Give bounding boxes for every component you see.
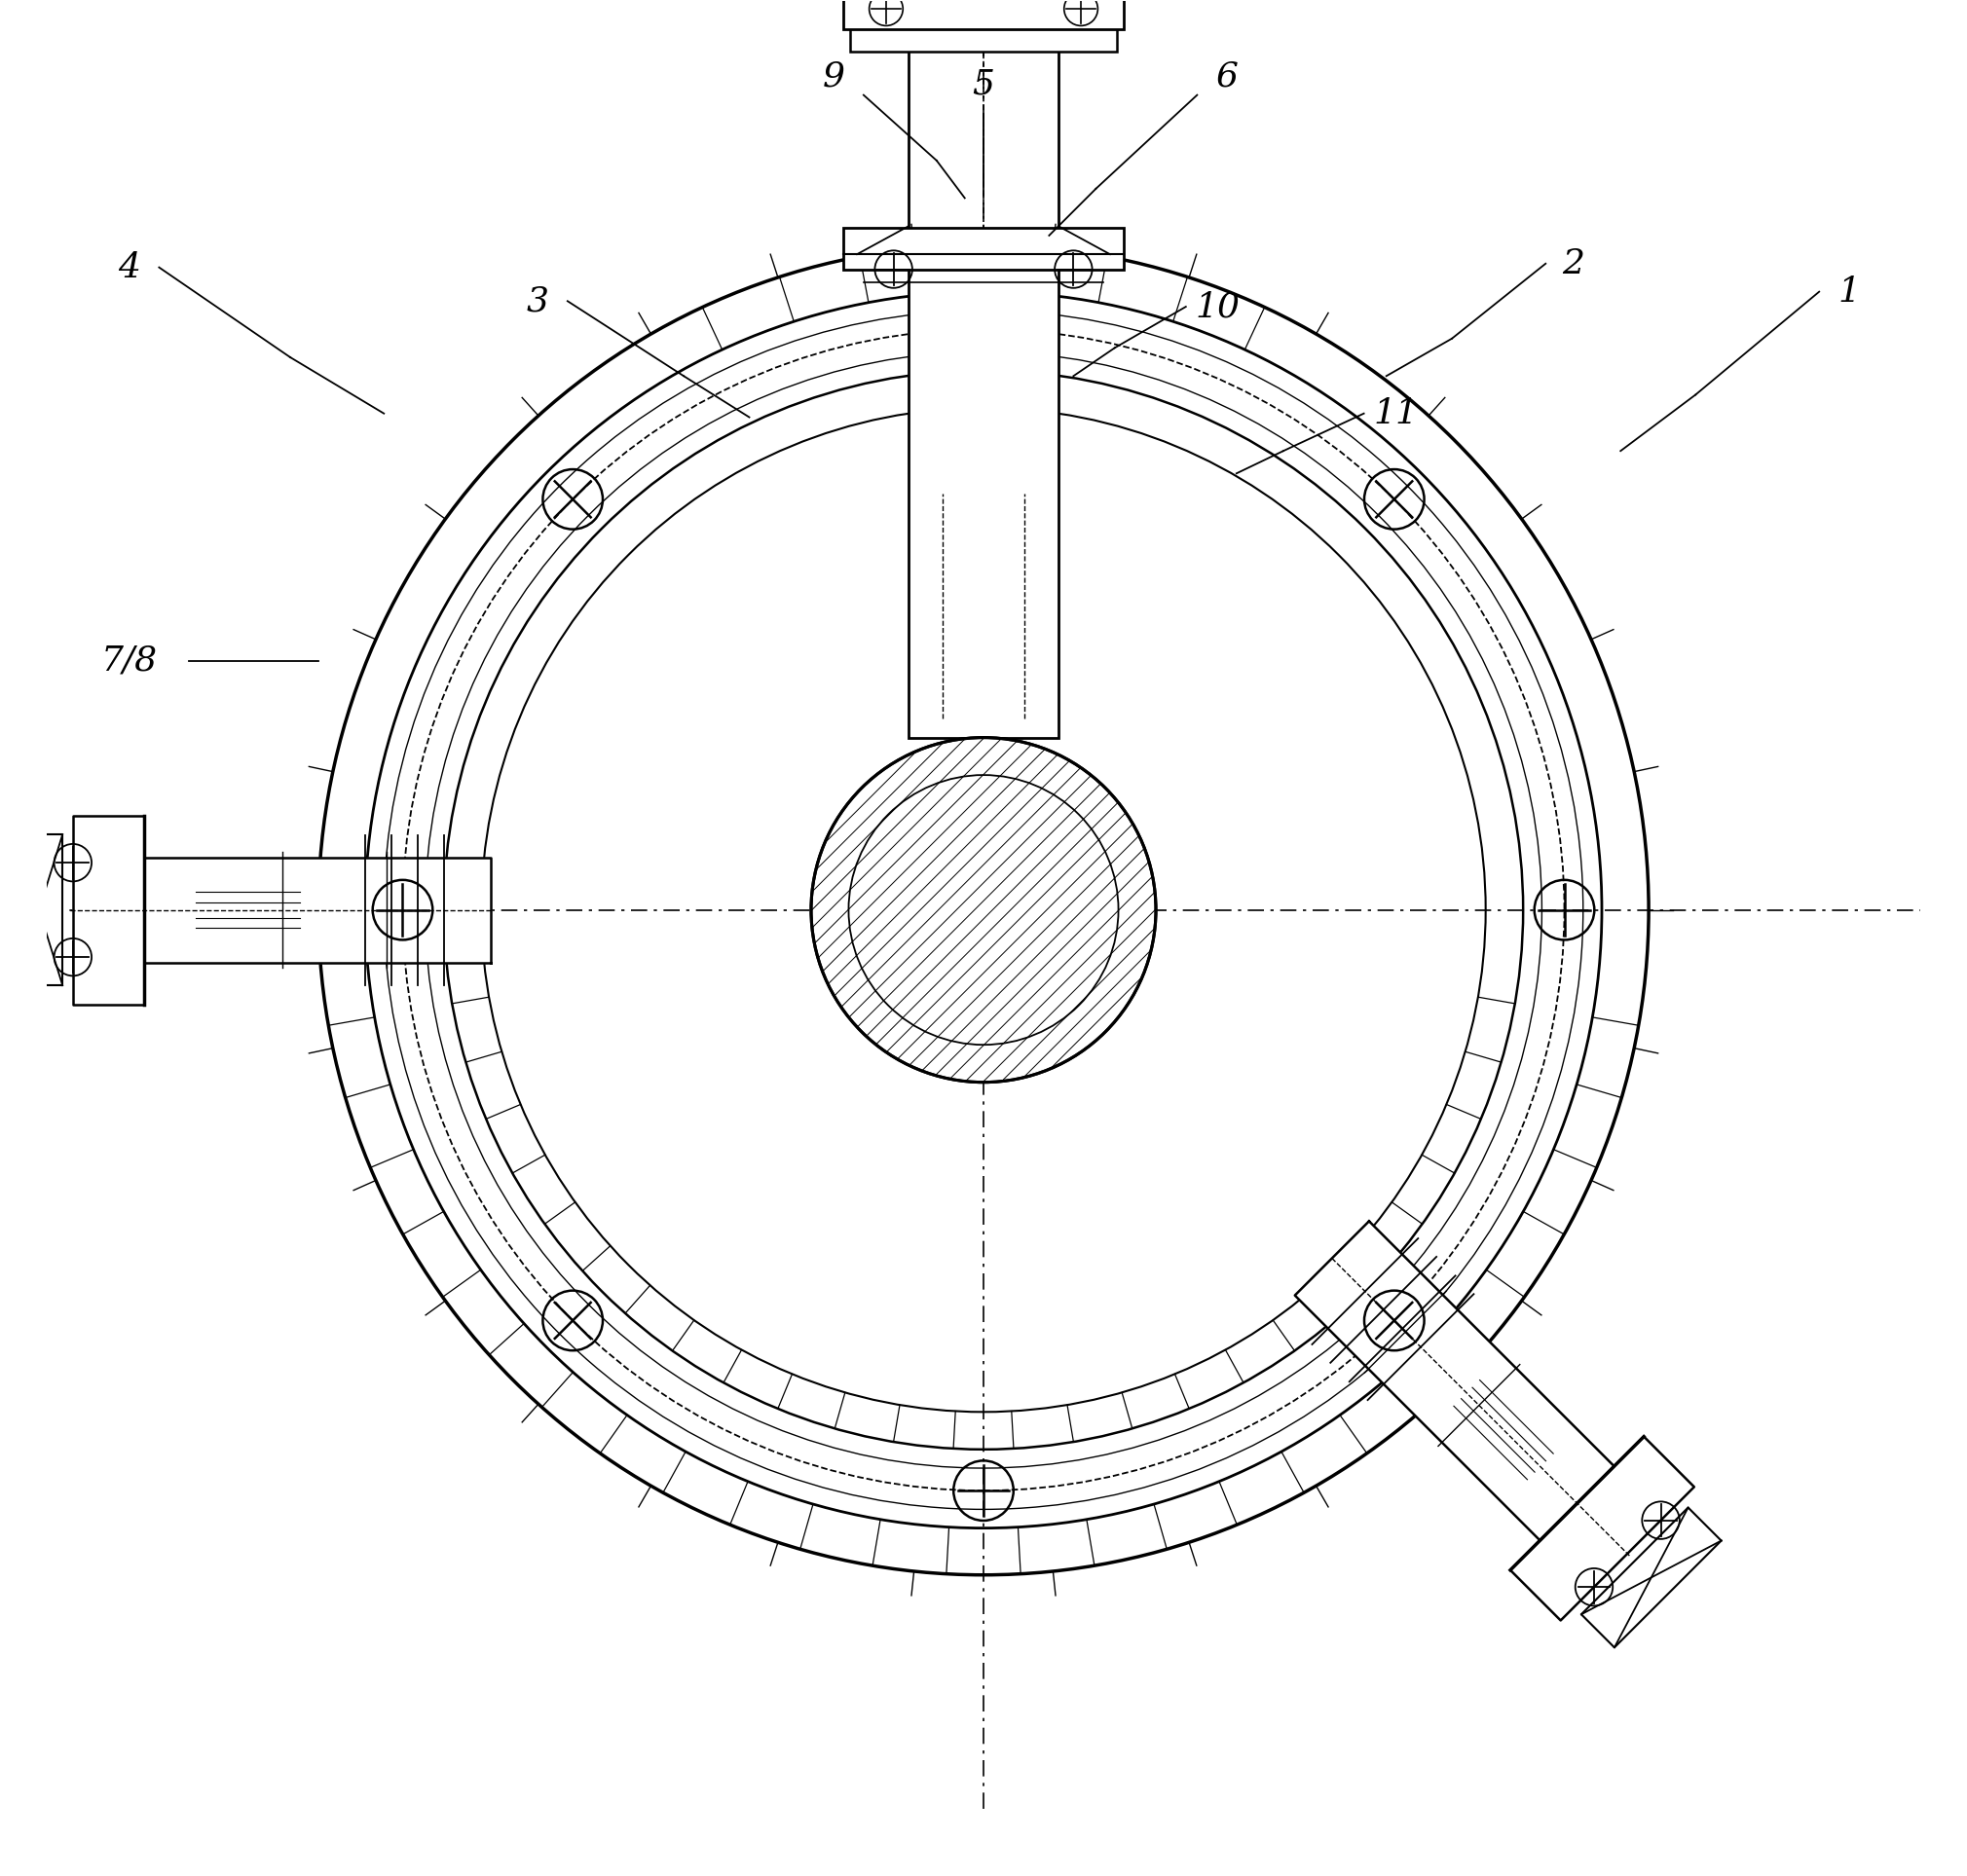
Polygon shape <box>1294 1221 1615 1540</box>
Text: 10: 10 <box>1196 291 1239 323</box>
Bar <box>844 229 1123 270</box>
Bar <box>909 236 1058 737</box>
Text: 4: 4 <box>118 251 140 283</box>
Polygon shape <box>73 816 144 1004</box>
Text: 1: 1 <box>1837 276 1861 308</box>
Text: 5: 5 <box>972 68 995 99</box>
Bar <box>850 19 1117 53</box>
Text: 11: 11 <box>1373 398 1418 430</box>
Polygon shape <box>1511 1437 1694 1621</box>
Polygon shape <box>1581 1508 1721 1647</box>
Text: 6: 6 <box>1216 60 1239 92</box>
Text: 9: 9 <box>822 60 844 92</box>
Text: 3: 3 <box>527 285 549 317</box>
Text: 2: 2 <box>1562 248 1585 280</box>
Text: 7/8: 7/8 <box>100 643 157 677</box>
Polygon shape <box>144 857 490 962</box>
Polygon shape <box>16 835 63 985</box>
Circle shape <box>810 737 1157 1082</box>
Bar <box>844 0 1123 30</box>
